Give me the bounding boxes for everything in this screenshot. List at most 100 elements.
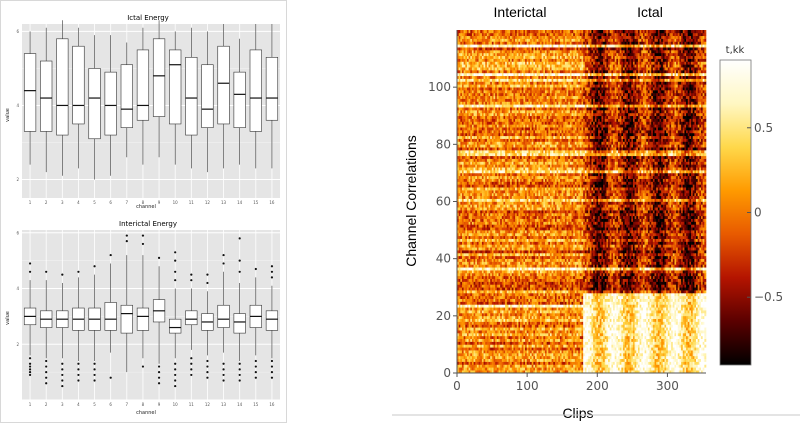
heatmap-cell: [520, 358, 523, 362]
heatmap-cell: [594, 350, 597, 354]
heatmap-cell: [601, 370, 604, 374]
x-tick-label: 5: [93, 200, 96, 205]
heatmap-cell: [569, 355, 572, 360]
heatmap-cell: [536, 358, 539, 362]
heatmap-cell: [588, 367, 591, 371]
heatmap-cell: [637, 370, 640, 374]
heatmap-cell: [614, 361, 617, 365]
heatmap-cell: [528, 364, 531, 368]
heatmap-cell: [691, 367, 694, 371]
heatmap-cell: [531, 361, 534, 365]
heatmap-cell: [470, 355, 473, 360]
heatmap-cell: [558, 361, 561, 365]
heatmap-cell: [636, 367, 639, 371]
heatmap-cell: [599, 352, 602, 357]
x-tick-label: 1: [29, 402, 32, 407]
box: [169, 318, 182, 334]
outlier-point: [45, 371, 48, 374]
heatmap-cell: [541, 355, 544, 360]
heatmap-cell: [493, 358, 496, 362]
heatmap-cell: [573, 355, 576, 360]
box: [233, 313, 246, 334]
heatmap-cell: [656, 358, 659, 362]
heatmap-cell: [662, 370, 665, 374]
heatmap-cell: [644, 361, 647, 365]
heatmap-cell: [498, 358, 501, 362]
heatmap-cell: [591, 370, 594, 374]
x-tick-label: 15: [253, 200, 259, 205]
heatmap-cell: [584, 361, 587, 365]
outlier-point: [125, 240, 128, 243]
heatmap-cell: [563, 361, 566, 365]
heatmap-cell: [619, 370, 622, 374]
heatmap-cell: [500, 364, 503, 368]
heatmap-cell: [573, 364, 576, 368]
heatmap-cell: [627, 361, 630, 365]
heatmap-cell: [476, 370, 479, 374]
heatmap-cell: [692, 370, 695, 374]
heatmap-cell: [596, 352, 599, 357]
outlier-point: [141, 365, 145, 368]
heatmap-cell: [584, 364, 587, 368]
heatmap-cell: [500, 361, 503, 365]
heatmap-cell: [657, 364, 660, 368]
heatmap-cell: [578, 352, 581, 357]
heatmap-cell: [473, 364, 476, 368]
heatmap-cell: [694, 355, 697, 360]
outlier-point: [93, 373, 96, 377]
heatmap-cell: [671, 358, 674, 362]
heatmap-cell: [657, 361, 660, 365]
heatmap-cell: [687, 358, 690, 362]
heatmap-cell: [611, 355, 614, 360]
heatmap-cell: [581, 370, 584, 374]
heatmap-cell: [476, 355, 479, 360]
heatmap-cell: [501, 367, 504, 371]
heatmap-cell: [471, 364, 474, 368]
heatmap-cell: [608, 358, 611, 362]
heatmap-cell: [589, 350, 592, 354]
heatmap-cell: [661, 364, 664, 368]
heatmap-cell: [632, 364, 635, 368]
heatmap-cell: [478, 364, 481, 368]
outlier-point: [238, 259, 241, 262]
heatmap-cell: [583, 352, 586, 357]
heatmap-cell: [508, 367, 511, 371]
outlier-point: [157, 376, 161, 379]
heatmap-cell: [614, 358, 617, 362]
heatmap-cell: [473, 355, 476, 360]
heatmap-cell: [581, 361, 584, 365]
heatmap-cell: [515, 355, 518, 360]
heatmap-cell: [652, 367, 655, 371]
heatmap-cell: [704, 370, 707, 374]
heatmap-cell: [682, 367, 685, 371]
heatmap-cell: [606, 358, 609, 362]
outlier-point: [28, 270, 32, 273]
heatmap-cell: [481, 350, 484, 354]
heatmap-cell: [676, 367, 679, 371]
y-tick-label: 4: [16, 286, 19, 291]
heatmap-cell: [704, 335, 707, 339]
heatmap-cell: [694, 367, 697, 371]
heatmap-cell: [627, 370, 630, 374]
heatmap-cell: [652, 358, 655, 362]
heatmap-cell: [574, 367, 577, 371]
heatmap-cell: [618, 355, 620, 360]
heatmap-cell: [631, 358, 634, 362]
heatmap-cell: [659, 355, 662, 360]
heatmap-cell: [696, 352, 698, 357]
heatmap-cell: [651, 352, 654, 357]
heatmap-cell: [618, 370, 620, 374]
heatmap-cell: [538, 370, 541, 374]
heatmap-cell: [574, 355, 577, 360]
heatmap-cell: [530, 361, 532, 365]
heatmap-cell: [654, 355, 657, 360]
heatmap-cell: [475, 358, 478, 362]
heatmap-cell: [511, 364, 514, 368]
heatmap-cell: [646, 350, 649, 354]
heatmap-cell: [593, 358, 596, 362]
heatmap-cell: [490, 350, 493, 354]
heatmap-cell: [478, 358, 481, 362]
heatmap-cell: [486, 370, 489, 374]
